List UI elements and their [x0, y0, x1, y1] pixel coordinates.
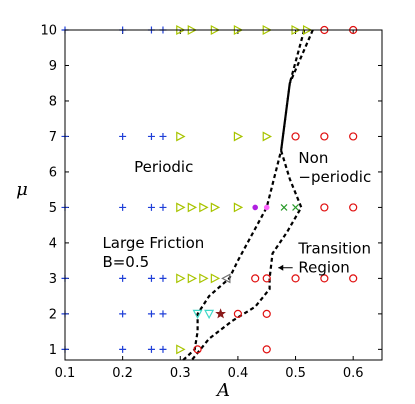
large-friction-label-line: B=0.5 [102, 253, 149, 271]
circle-marker [262, 274, 271, 283]
x-tick-label: 0.1 [55, 366, 76, 381]
x-tick-label: 0.2 [112, 366, 133, 381]
transition-boundaries [182, 29, 314, 361]
plus-marker [119, 310, 127, 318]
plus-marker [159, 132, 167, 140]
x-tick-label: 0.6 [343, 366, 364, 381]
tick-marks [64, 29, 382, 360]
circle-marker [320, 132, 329, 141]
triangle-right-marker [176, 202, 186, 213]
y-tick-label: 2 [49, 307, 57, 322]
non-periodic-label-line: −periodic [298, 168, 371, 186]
triangle-down-marker [204, 309, 215, 320]
data-markers [61, 25, 358, 355]
circle-marker [262, 309, 271, 318]
plus-marker [159, 203, 167, 211]
plus-marker [147, 132, 155, 140]
plus-marker [119, 274, 127, 282]
plus-marker [147, 274, 155, 282]
triangle-right-marker [210, 202, 221, 213]
plus-marker [159, 345, 167, 353]
y-tick-label: 9 [49, 59, 57, 74]
circle-marker [251, 274, 260, 283]
plus-marker [159, 274, 167, 282]
star-marker [215, 308, 226, 319]
transition-region-label: Transition Region [297, 240, 371, 277]
dot-marker [263, 204, 270, 211]
large-friction-label: Large Friction B=0.5 [102, 234, 204, 271]
tick-labels: 0.1 0.2 0.3 0.4 0.5 0.6 1 2 3 4 5 6 7 8 9 10 [40, 24, 363, 382]
circle-marker [320, 203, 329, 212]
triangle-left-marker [221, 273, 231, 284]
triangle-right-marker [187, 202, 198, 213]
transition-arrow-head [278, 264, 284, 271]
triangle-right-marker [187, 273, 198, 284]
x-marker [280, 203, 288, 211]
non-periodic-label-line: Non [298, 149, 328, 167]
circle-marker [233, 309, 243, 318]
y-tick-label: 8 [49, 94, 57, 109]
plus-marker [119, 345, 127, 353]
plus-marker [147, 310, 155, 318]
triangle-right-marker [262, 131, 273, 142]
triangle-right-marker [233, 131, 244, 142]
triangle-right-marker [210, 273, 221, 284]
plot-frame [64, 29, 383, 361]
y-tick-label: 6 [49, 165, 57, 180]
periodic-label: Periodic [134, 158, 193, 176]
triangle-right-marker [233, 202, 244, 213]
triangle-right-marker [199, 273, 209, 284]
plus-marker [119, 203, 127, 211]
y-tick-label: 10 [40, 24, 57, 39]
triangle-right-marker [176, 273, 186, 284]
plus-marker [147, 203, 155, 211]
triangle-right-marker [176, 344, 186, 355]
x-marker [292, 203, 299, 211]
dot-marker [252, 204, 258, 211]
x-tick-label: 0.4 [228, 366, 249, 381]
x-tick-label: 0.5 [285, 366, 306, 381]
triangle-down-marker [192, 309, 203, 320]
circle-marker [349, 132, 358, 141]
non-periodic-label: Non −periodic [298, 149, 371, 186]
boundary-right-curve [190, 29, 314, 361]
periodic-label-line: Periodic [134, 158, 193, 176]
y-tick-label: 7 [49, 130, 57, 145]
large-friction-label-line: Large Friction [102, 234, 204, 252]
triangle-right-marker [199, 202, 209, 213]
circle-marker [349, 203, 358, 212]
transition-region-label-line: Region [298, 259, 349, 277]
annotations: Periodic Large Friction B=0.5 Non −periodic T… [102, 149, 371, 276]
circle-marker [291, 132, 300, 141]
y-tick-label: 3 [49, 272, 57, 287]
y-tick-label: 1 [49, 343, 57, 358]
circle-marker [320, 274, 329, 283]
y-axis-label: μ [16, 179, 28, 200]
plus-marker [119, 132, 127, 140]
triangle-right-marker [176, 131, 186, 142]
plus-marker [159, 310, 167, 318]
y-tick-label: 5 [49, 201, 57, 216]
plus-marker [147, 345, 155, 353]
transition-region-label-line: Transition [297, 240, 371, 258]
y-tick-label: 4 [49, 236, 57, 251]
circle-marker [193, 345, 202, 354]
circle-marker [349, 274, 358, 283]
circle-marker [291, 274, 300, 283]
circle-marker [262, 345, 271, 354]
x-tick-label: 0.3 [170, 366, 191, 381]
x-axis-label: A [215, 380, 230, 401]
